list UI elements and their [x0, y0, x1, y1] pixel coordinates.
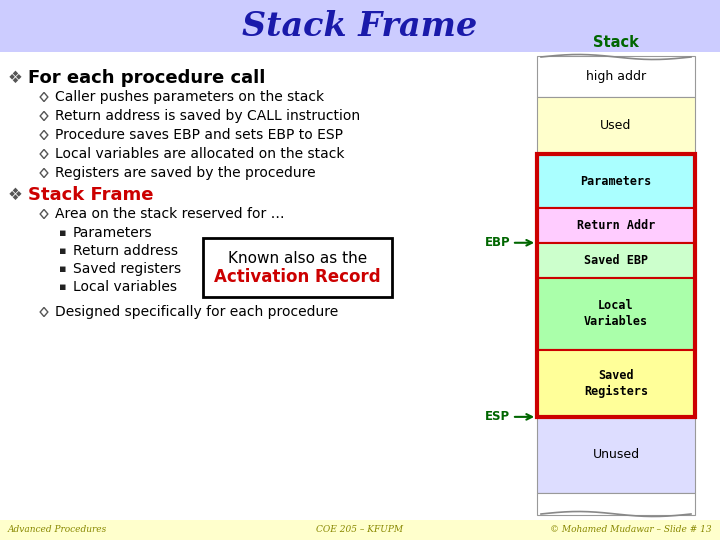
Text: Unused: Unused [593, 448, 639, 461]
Bar [537, 243, 695, 278]
Text: For each procedure call: For each procedure call [28, 69, 266, 87]
Text: COE 205 – KFUPM: COE 205 – KFUPM [316, 525, 404, 535]
Text: high addr: high addr [586, 70, 646, 83]
Text: Saved registers: Saved registers [73, 262, 181, 276]
Text: Stack: Stack [593, 35, 639, 50]
Text: Return address is saved by CALL instruction: Return address is saved by CALL instruct… [55, 109, 360, 123]
Bar [537, 97, 695, 154]
Polygon shape [40, 92, 48, 102]
Polygon shape [40, 111, 48, 120]
Text: © Mohamed Mudawar – Slide # 13: © Mohamed Mudawar – Slide # 13 [550, 525, 712, 535]
Text: Used: Used [600, 119, 631, 132]
Polygon shape [40, 131, 48, 139]
Text: ❖: ❖ [8, 69, 22, 87]
Polygon shape [40, 150, 48, 159]
Text: Procedure saves EBP and sets EBP to ESP: Procedure saves EBP and sets EBP to ESP [55, 128, 343, 142]
Text: Parameters: Parameters [580, 174, 652, 187]
Text: Area on the stack reserved for …: Area on the stack reserved for … [55, 207, 284, 221]
Bar [537, 56, 695, 97]
Text: EBP: EBP [485, 237, 510, 249]
Text: Registers are saved by the procedure: Registers are saved by the procedure [55, 166, 315, 180]
Text: Parameters: Parameters [73, 226, 153, 240]
Text: Known also as the: Known also as the [228, 251, 367, 266]
Polygon shape [40, 210, 48, 219]
Text: Stack Frame: Stack Frame [28, 186, 153, 204]
Bar [537, 417, 695, 493]
Bar [537, 208, 695, 243]
Polygon shape [40, 168, 48, 178]
Bar [0, 0, 720, 52]
Text: Advanced Procedures: Advanced Procedures [8, 525, 107, 535]
Text: ❖: ❖ [8, 186, 22, 204]
Text: ▪: ▪ [59, 228, 67, 238]
Text: ▪: ▪ [59, 282, 67, 292]
Polygon shape [40, 307, 48, 316]
FancyBboxPatch shape [203, 238, 392, 297]
Text: ESP: ESP [485, 410, 510, 423]
Text: Activation Record: Activation Record [214, 268, 381, 287]
Bar [537, 350, 695, 417]
Text: Saved EBP: Saved EBP [584, 254, 648, 267]
Text: Return Addr: Return Addr [577, 219, 655, 232]
Text: Local variables are allocated on the stack: Local variables are allocated on the sta… [55, 147, 344, 161]
Text: Caller pushes parameters on the stack: Caller pushes parameters on the stack [55, 90, 324, 104]
Text: Return address: Return address [73, 244, 178, 258]
Text: ▪: ▪ [59, 246, 67, 256]
Text: Saved
Registers: Saved Registers [584, 369, 648, 398]
Text: Designed specifically for each procedure: Designed specifically for each procedure [55, 305, 338, 319]
Text: Local
Variables: Local Variables [584, 300, 648, 328]
Bar [537, 278, 695, 350]
Bar [537, 154, 695, 208]
Bar [0, 520, 720, 540]
Text: ▪: ▪ [59, 264, 67, 274]
Bar [537, 493, 695, 515]
Text: Stack Frame: Stack Frame [243, 10, 477, 43]
Text: Local variables: Local variables [73, 280, 177, 294]
